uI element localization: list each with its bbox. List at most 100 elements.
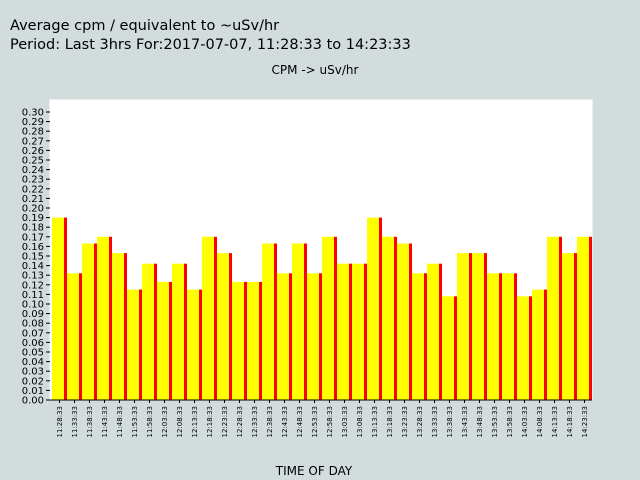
bar-edge xyxy=(409,243,412,400)
x-tick-label: 13:53:33 xyxy=(491,406,499,437)
bar xyxy=(367,217,379,400)
y-tick-label: 0.21 xyxy=(22,194,44,205)
x-tick-label: 13:28:33 xyxy=(416,406,424,437)
bar xyxy=(577,236,589,400)
y-tick-label: 0.08 xyxy=(22,319,44,330)
bar-edge xyxy=(349,263,352,400)
x-tick-label: 12:18:33 xyxy=(206,406,214,437)
x-tick-label: 12:03:33 xyxy=(161,406,169,437)
x-tick-label: 11:28:33 xyxy=(56,406,64,437)
x-tick-label: 13:33:33 xyxy=(431,406,439,437)
bar xyxy=(292,243,304,400)
y-tick-label: 0.20 xyxy=(22,204,44,215)
bar-edge xyxy=(379,217,382,400)
bar xyxy=(517,296,529,400)
bar-edge xyxy=(559,236,562,400)
bar xyxy=(562,253,574,400)
bar-edge xyxy=(124,253,127,400)
bar xyxy=(412,273,424,400)
bar xyxy=(352,263,364,400)
bar-edge xyxy=(259,281,262,400)
x-tick-label: 12:53:33 xyxy=(311,406,319,437)
bar xyxy=(67,273,79,400)
y-tick-label: 0.12 xyxy=(22,280,44,291)
y-tick-label: 0.07 xyxy=(22,328,44,339)
bar-edge xyxy=(454,296,457,400)
x-tick-label: 11:53:33 xyxy=(131,406,139,437)
bar xyxy=(247,281,259,400)
y-tick-label: 0.18 xyxy=(22,223,44,234)
x-tick-label: 13:03:33 xyxy=(341,406,349,437)
bar xyxy=(457,253,469,400)
bar-edge xyxy=(139,289,142,400)
x-axis-label: TIME OF DAY xyxy=(275,464,353,478)
y-tick-label: 0.03 xyxy=(22,367,44,378)
bar-edge xyxy=(544,289,547,400)
bar-edge xyxy=(319,273,322,400)
bar-edge xyxy=(439,263,442,400)
bar xyxy=(112,253,124,400)
bar xyxy=(262,243,274,400)
bar-edge xyxy=(79,273,82,400)
x-tick-label: 11:38:33 xyxy=(86,406,94,437)
bar-edge xyxy=(334,236,337,400)
x-tick-label: 11:43:33 xyxy=(101,406,109,437)
x-tick-label: 13:08:33 xyxy=(356,406,364,437)
bar xyxy=(142,263,154,400)
bar xyxy=(172,263,184,400)
bar-edge xyxy=(229,253,232,400)
x-tick-label: 14:13:33 xyxy=(551,406,559,437)
y-tick-label: 0.06 xyxy=(22,338,44,349)
y-tick-label: 0.05 xyxy=(22,348,44,359)
bar xyxy=(157,281,169,400)
bar xyxy=(97,236,109,400)
bar-edge xyxy=(304,243,307,400)
y-tick-label: 0.25 xyxy=(22,156,44,167)
x-tick-label: 12:38:33 xyxy=(266,406,274,437)
bar-edge xyxy=(364,263,367,400)
y-tick-label: 0.26 xyxy=(22,146,44,157)
bar-edge xyxy=(529,296,532,400)
bar xyxy=(232,281,244,400)
x-tick-label: 12:43:33 xyxy=(281,406,289,437)
bar-edge xyxy=(214,236,217,400)
x-tick-label: 12:28:33 xyxy=(236,406,244,437)
x-tick-label: 14:23:33 xyxy=(581,406,589,437)
bar-edge xyxy=(244,281,247,400)
y-tick-label: 0.04 xyxy=(22,357,44,368)
x-tick-label: 13:23:33 xyxy=(401,406,409,437)
x-tick-label: 14:18:33 xyxy=(566,406,574,437)
bar-edge xyxy=(499,273,502,400)
x-tick-label: 13:18:33 xyxy=(386,406,394,437)
y-tick-label: 0.09 xyxy=(22,309,44,320)
bars xyxy=(52,217,592,400)
bar-edge xyxy=(394,236,397,400)
x-tick-label: 11:33:33 xyxy=(71,406,79,437)
y-tick-label: 0.13 xyxy=(22,271,44,282)
bar-edge xyxy=(289,273,292,400)
y-tick-label: 0.00 xyxy=(22,396,44,407)
plot-title: CPM -> uSv/hr xyxy=(272,63,359,77)
bar-edge xyxy=(109,236,112,400)
x-axis: 11:28:33 11:33:33 11:38:33 11:43:33 11:48:33… xyxy=(50,399,592,437)
x-tick-label: 12:33:33 xyxy=(251,406,259,437)
x-tick-label: 13:13:33 xyxy=(371,406,379,437)
x-tick-label: 13:38:33 xyxy=(446,406,454,437)
bar xyxy=(487,273,499,400)
bar-edge xyxy=(154,263,157,400)
y-tick-label: 0.10 xyxy=(22,300,44,311)
bar-edge xyxy=(169,281,172,400)
x-tick-label: 13:58:33 xyxy=(506,406,514,437)
bar-edge xyxy=(94,243,97,400)
bar xyxy=(532,289,544,400)
x-tick-label: 11:58:33 xyxy=(146,406,154,437)
y-tick-label: 0.27 xyxy=(22,136,44,147)
x-tick-label: 12:23:33 xyxy=(221,406,229,437)
bar xyxy=(277,273,289,400)
bar xyxy=(472,253,484,400)
y-axis: 0.000.010.020.030.040.050.060.070.080.09… xyxy=(22,108,50,407)
bar xyxy=(397,243,409,400)
y-tick-label: 0.02 xyxy=(22,376,44,387)
x-tick-label: 13:43:33 xyxy=(461,406,469,437)
